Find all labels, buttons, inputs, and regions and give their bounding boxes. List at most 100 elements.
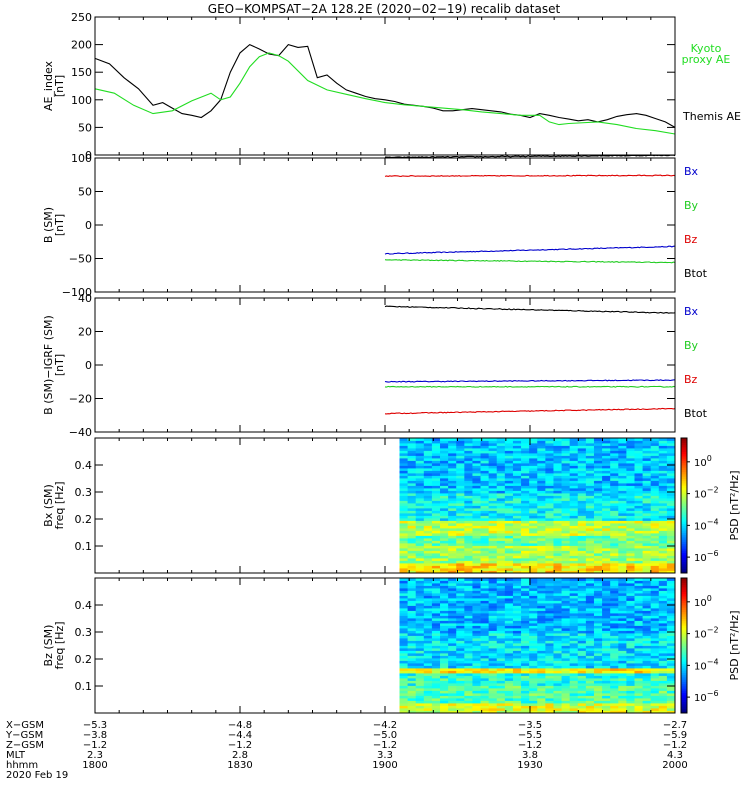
legend-entry: proxy AE xyxy=(682,53,731,66)
legend-entry: Kyoto xyxy=(691,42,722,55)
ytick-label: 50 xyxy=(78,121,92,134)
colorbar-tick: 10−4 xyxy=(694,517,719,532)
ephem-row-label: Z−GSM xyxy=(6,740,44,751)
colorbar-tick: 10−6 xyxy=(694,689,719,704)
ephem-value: −5.5 xyxy=(518,730,542,741)
ytick-label: 20 xyxy=(78,326,92,339)
spectrogram-specx xyxy=(399,438,676,574)
legend-entry: Bz xyxy=(684,373,698,386)
ephem-value: 1800 xyxy=(82,760,107,771)
colorbar-tick: 100 xyxy=(694,594,712,609)
series-bigrf-by xyxy=(384,385,676,388)
ytick-label: −40 xyxy=(69,426,92,439)
ephem-row-label: Y−GSM xyxy=(5,730,43,741)
ephem-value: 1930 xyxy=(517,760,542,771)
ephem-value: −2.7 xyxy=(663,720,687,731)
colorbar-label: PSD [nT²/Hz] xyxy=(728,470,741,540)
ytick-label: 0.4 xyxy=(75,599,93,612)
ephem-value: 2000 xyxy=(662,760,687,771)
ephem-value: −1.2 xyxy=(83,740,107,751)
ephem-row-label: 2020 Feb 19 xyxy=(6,770,68,781)
ephem-value: −3.8 xyxy=(83,730,107,741)
panel-bsm: −100 −50 0 50 100 B (SM)[nT] Bx By Bz Btot xyxy=(42,152,708,299)
ylabel: freq [Hz] xyxy=(53,481,66,529)
panel-specz: 0.10.20.30.4Bz (SM)freq [Hz]10010−210−41… xyxy=(42,577,741,714)
ephem-value: −1.2 xyxy=(373,740,397,751)
figure-title: GEO−KOMPSAT−2A 128.2E (2020−02−19) recal… xyxy=(208,2,561,16)
colorbar-tick: 100 xyxy=(694,454,712,469)
ylabel: Bx (SM) xyxy=(42,484,55,527)
series-bsm-bx xyxy=(384,245,676,255)
ephem-value: 3.8 xyxy=(522,750,538,761)
ytick-label: 250 xyxy=(71,11,92,24)
ylabel: B (SM)−IGRF (SM) xyxy=(42,315,55,415)
ephem-value: −5.3 xyxy=(83,720,107,731)
ephem-value: 1900 xyxy=(372,760,397,771)
ytick-label: 0.2 xyxy=(75,653,93,666)
spectrogram-specz xyxy=(399,578,676,714)
colorbar: 100 10−2 10−4 10−6 PSD [nT²/Hz] xyxy=(680,437,741,574)
series-ae-themis-ae xyxy=(94,43,676,128)
ylabel: freq [Hz] xyxy=(53,621,66,669)
legend-entry: By xyxy=(684,199,699,212)
ylabel: Bz (SM) xyxy=(42,625,55,667)
series-bigrf-bx xyxy=(384,379,676,383)
colorbar-label: PSD [nT²/Hz] xyxy=(728,610,741,680)
ephem-value: −5.9 xyxy=(663,730,687,741)
ylabel: AE_index xyxy=(42,60,55,111)
ytick-label: −20 xyxy=(69,393,92,406)
ytick-label: −100 xyxy=(62,286,92,299)
legend-entry: Bz xyxy=(684,233,698,246)
ytick-label: 0 xyxy=(85,219,92,232)
ephem-value: 3.3 xyxy=(377,750,393,761)
series-bsm-bz xyxy=(384,174,676,177)
ephem-value: −4.8 xyxy=(228,720,252,731)
ytick-label: 0 xyxy=(85,149,92,162)
ephem-value: −5.0 xyxy=(373,730,397,741)
ytick-label: 0 xyxy=(85,359,92,372)
series-ae-proxy-ae xyxy=(94,52,676,135)
ephem-value: −1.2 xyxy=(518,740,542,751)
ephem-row-label: X−GSM xyxy=(6,720,44,731)
ephem-value: 2.3 xyxy=(87,750,103,761)
ytick-label: 0.2 xyxy=(75,513,93,526)
legend-entry: Bx xyxy=(684,305,699,318)
series-bigrf-btot xyxy=(384,305,676,314)
ytick-label: 0.1 xyxy=(75,680,93,693)
series-bsm-by xyxy=(384,259,676,264)
legend-entry: By xyxy=(684,339,699,352)
colorbar-tick: 10−4 xyxy=(694,657,719,672)
ephem-value: 4.3 xyxy=(667,750,683,761)
ephem-value: −3.5 xyxy=(518,720,542,731)
legend-entry: Btot xyxy=(684,267,708,280)
colorbar-tick: 10−2 xyxy=(694,626,719,641)
series-bsm-btot xyxy=(385,154,676,159)
legend-entry: Btot xyxy=(684,407,708,420)
panel-bigrf: −40 −20 0 20 40 B (SM)−IGRF (SM)[nT] Bx By Bz Bto… xyxy=(42,292,708,439)
ytick-label: 0.3 xyxy=(75,486,93,499)
panel-frame xyxy=(94,157,676,293)
ephem-row-label: MLT xyxy=(6,750,26,761)
ytick-label: −50 xyxy=(69,253,92,266)
legend-entry: Bx xyxy=(684,165,699,178)
ylabel: [nT] xyxy=(53,354,66,376)
ephem-value: −1.2 xyxy=(663,740,687,751)
ytick-label: 0.4 xyxy=(75,459,93,472)
ytick-label: 200 xyxy=(71,39,92,52)
ytick-label: 40 xyxy=(78,292,92,305)
panel-frame xyxy=(94,16,676,156)
ephem-row-label: hhmm xyxy=(6,760,38,771)
ylabel: [nT] xyxy=(53,214,66,236)
colorbar-tick: 10−6 xyxy=(694,549,719,564)
ephem-value: −1.2 xyxy=(228,740,252,751)
colorbar: 100 10−2 10−4 10−6 PSD [nT²/Hz] xyxy=(680,577,741,714)
ytick-label: 50 xyxy=(78,186,92,199)
ytick-label: 0.3 xyxy=(75,626,93,639)
ylabel: B (SM) xyxy=(42,207,55,243)
series-bigrf-bz xyxy=(384,407,676,415)
panel-specx: 0.10.20.30.4Bx (SM)freq [Hz]10010−210−41… xyxy=(42,437,741,574)
ytick-label: 100 xyxy=(71,94,92,107)
